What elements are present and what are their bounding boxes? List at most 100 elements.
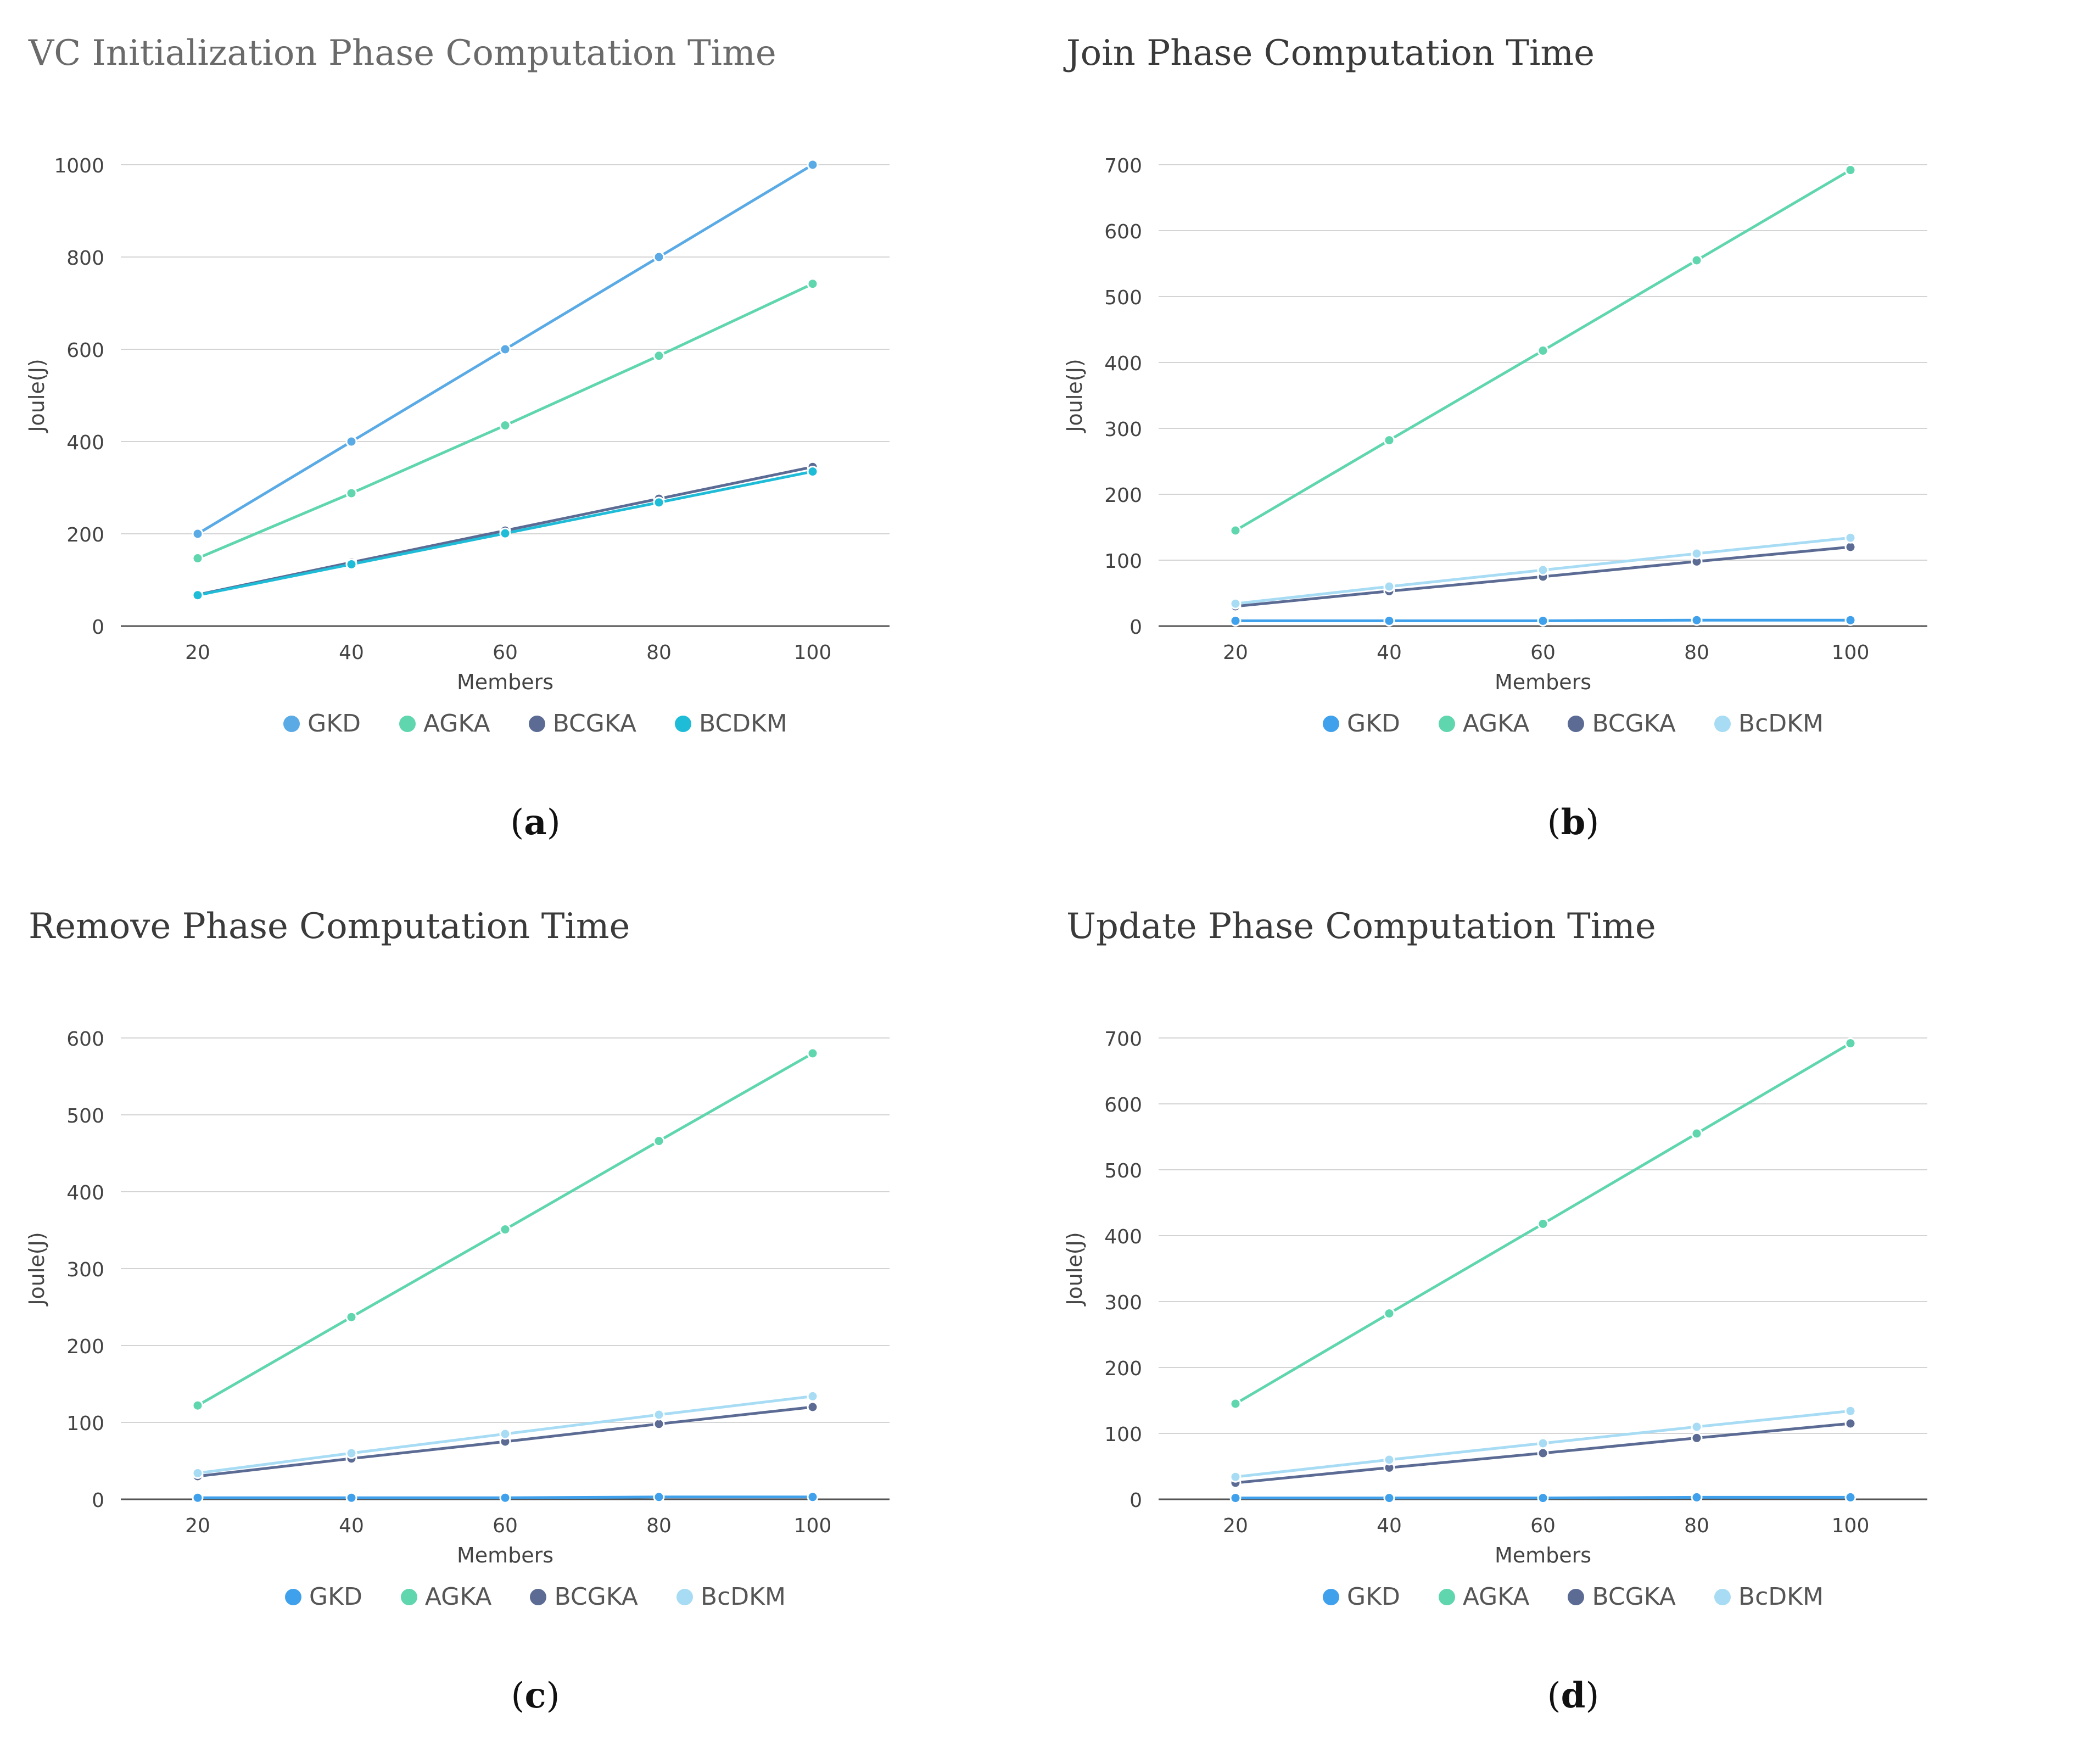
data-point-gkd [653,1491,665,1503]
y-tick-label: 0 [92,1489,104,1512]
legend-item-bcdkm[interactable]: BcDKM [1714,710,1824,738]
data-point-gkd [653,251,665,263]
data-point-bcdkm [1229,598,1242,610]
legend-label: BcDKM [700,1583,786,1611]
data-point-agka [653,1135,665,1147]
legend-item-agka[interactable]: AGKA [400,1583,492,1611]
data-point-bcdkm [1844,532,1856,544]
x-tick-label: 20 [185,1515,210,1537]
y-tick-label: 600 [1104,1094,1142,1117]
legend-label: BCGKA [1592,710,1676,738]
legend-item-agka[interactable]: AGKA [1438,710,1529,738]
legend-item-gkd[interactable]: GKD [1323,710,1400,738]
y-tick-label: 700 [1104,1028,1142,1051]
legend-item-bcgka[interactable]: BCGKA [1568,710,1676,738]
chart-legend: GKD AGKA BCGKA BcDKM [22,1583,1049,1611]
legend-item-agka[interactable]: AGKA [399,710,490,738]
data-point-gkd [1383,615,1395,627]
data-point-agka [1844,1037,1856,1050]
data-point-gkd [1383,1492,1395,1504]
chart-plot: 0 200 400 600 800 1000 20 40 60 80 100 Members Joule… [25,155,890,694]
data-point-bcdkm [807,466,819,478]
data-point-agka [499,420,511,432]
y-tick-label: 700 [1104,155,1142,177]
data-point-agka [807,278,819,290]
legend-swatch [676,1588,693,1605]
legend-swatch [1714,715,1731,732]
data-point-agka [1691,1127,1703,1140]
y-axis-label: Joule(J) [25,1232,49,1306]
data-point-agka [1383,434,1395,446]
legend-swatch [675,715,692,732]
data-point-gkd [345,1492,357,1504]
x-tick-label: 80 [1684,641,1709,664]
legend-swatch [1568,715,1585,732]
subfigure-label: (d) [1547,1675,1600,1716]
data-point-agka [1229,1398,1242,1410]
legend-item-bcdkm[interactable]: BcDKM [676,1583,786,1611]
chart-plot: 0 100 200 300 400 500 600 700 20 40 60 80 100 Members… [1063,1028,1927,1567]
data-point-gkd [1844,1491,1856,1503]
x-tick-label: 80 [1684,1515,1709,1537]
chart-panel-c: Remove Phase Computation Time 0 100 200 300… [22,890,1049,1746]
data-point-gkd [1229,1492,1242,1504]
data-point-bcdkm [653,1409,665,1421]
x-tick-label: 100 [1832,1515,1870,1537]
chart-plot: 0 100 200 300 400 500 600 20 40 60 80 100 Members Jou… [25,1028,890,1567]
legend-swatch [1323,715,1340,732]
x-tick-label: 40 [1377,1515,1402,1537]
y-tick-label: 100 [1104,550,1142,573]
legend-item-agka[interactable]: AGKA [1438,1583,1530,1611]
x-tick-label: 100 [794,641,832,664]
legend-swatch [399,715,416,732]
x-tick-label: 80 [646,1515,672,1537]
x-tick-label: 80 [646,641,672,664]
legend-item-bcdkm[interactable]: BcDKM [1714,1583,1824,1611]
legend-item-bcgka[interactable]: BCGKA [528,710,636,738]
legend-item-gkd[interactable]: GKD [285,1583,362,1611]
x-tick-label: 20 [1223,641,1248,664]
data-point-gkd [192,528,204,540]
y-tick-label: 1000 [54,155,104,177]
chart-panel-b: Join Phase Computation Time 0 100 200 300 40… [1060,16,2087,873]
legend-item-bcgka[interactable]: BCGKA [1568,1583,1676,1611]
data-point-agka [1844,164,1856,176]
data-point-bcdkm [345,1447,357,1459]
data-point-agka [653,350,665,362]
data-point-gkd [807,1491,819,1503]
y-tick-label: 800 [66,247,104,270]
x-tick-label: 100 [794,1515,832,1537]
legend-swatch [1438,715,1455,732]
legend-label: AGKA [424,1583,492,1611]
y-tick-label: 200 [66,1336,104,1358]
x-axis-label: Members [1495,1543,1591,1567]
legend-label: AGKA [1462,1583,1530,1611]
chart-plot: 0 100 200 300 400 500 600 700 20 40 60 80 100 Members… [1063,155,1927,694]
data-point-gkd [499,1492,511,1504]
data-point-agka [345,487,357,499]
x-axis-label: Members [457,670,553,694]
y-tick-label: 300 [1104,418,1142,441]
chart-legend: GKD AGKA BCGKA BCDKM [22,710,1049,738]
legend-item-gkd[interactable]: GKD [1323,1583,1400,1611]
legend-item-bcdkm[interactable]: BCDKM [675,710,787,738]
x-tick-label: 60 [1530,641,1556,664]
data-point-agka [192,552,204,565]
legend-label: GKD [1347,1583,1400,1611]
data-point-bcdkm [1537,564,1549,576]
data-point-gkd [1537,1492,1549,1504]
y-tick-label: 600 [66,339,104,362]
data-point-agka [345,1311,357,1323]
x-tick-label: 40 [339,1515,364,1537]
data-point-gkd [1691,1491,1703,1503]
legend-swatch [400,1588,417,1605]
data-point-agka [192,1399,204,1411]
data-point-agka [1229,524,1242,537]
y-tick-label: 0 [92,616,104,639]
x-tick-label: 40 [339,641,364,664]
legend-item-bcgka[interactable]: BCGKA [530,1583,638,1611]
legend-item-gkd[interactable]: GKD [283,710,361,738]
legend-label: BCGKA [554,1583,638,1611]
data-point-bcdkm [1691,548,1703,560]
subfigure-label: (b) [1547,802,1600,843]
